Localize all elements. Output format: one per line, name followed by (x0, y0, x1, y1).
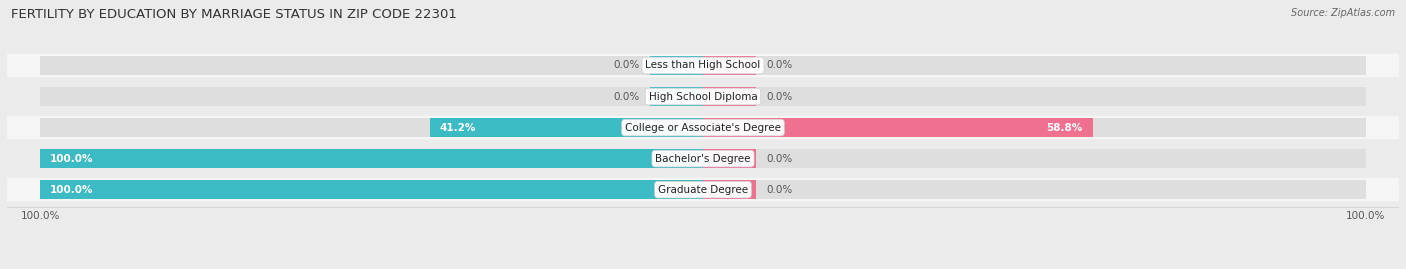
Bar (41, 118, 703, 137)
Bar (703, 149, 756, 168)
Text: 0.0%: 0.0% (766, 154, 792, 164)
FancyBboxPatch shape (7, 54, 1399, 77)
Bar (41, 149, 703, 168)
Bar (41, 87, 703, 106)
Bar (41, 56, 703, 75)
Bar (650, 56, 703, 75)
Text: Source: ZipAtlas.com: Source: ZipAtlas.com (1291, 8, 1395, 18)
Bar (703, 180, 1365, 199)
Bar (703, 56, 1365, 75)
Text: 0.0%: 0.0% (766, 61, 792, 70)
Text: 41.2%: 41.2% (440, 123, 477, 133)
Bar (41, 180, 703, 199)
Text: 0.0%: 0.0% (614, 91, 640, 101)
Text: 0.0%: 0.0% (614, 61, 640, 70)
Text: 0.0%: 0.0% (766, 185, 792, 195)
Bar (41, 149, 703, 168)
Bar (703, 56, 756, 75)
FancyBboxPatch shape (7, 116, 1399, 139)
Bar (650, 87, 703, 106)
Bar (703, 149, 1365, 168)
Text: Less than High School: Less than High School (645, 61, 761, 70)
Text: High School Diploma: High School Diploma (648, 91, 758, 101)
Bar (430, 118, 703, 137)
Bar (703, 87, 756, 106)
Bar (703, 118, 1092, 137)
Text: 100.0%: 100.0% (51, 154, 94, 164)
Bar (41, 180, 703, 199)
Text: 58.8%: 58.8% (1046, 123, 1083, 133)
FancyBboxPatch shape (7, 147, 1399, 170)
Bar (703, 87, 1365, 106)
FancyBboxPatch shape (7, 178, 1399, 201)
Text: College or Associate's Degree: College or Associate's Degree (626, 123, 780, 133)
Text: 100.0%: 100.0% (51, 185, 94, 195)
Text: 0.0%: 0.0% (766, 91, 792, 101)
FancyBboxPatch shape (7, 85, 1399, 108)
Bar (703, 180, 756, 199)
Bar (703, 118, 1365, 137)
Text: Graduate Degree: Graduate Degree (658, 185, 748, 195)
Text: FERTILITY BY EDUCATION BY MARRIAGE STATUS IN ZIP CODE 22301: FERTILITY BY EDUCATION BY MARRIAGE STATU… (11, 8, 457, 21)
Text: Bachelor's Degree: Bachelor's Degree (655, 154, 751, 164)
